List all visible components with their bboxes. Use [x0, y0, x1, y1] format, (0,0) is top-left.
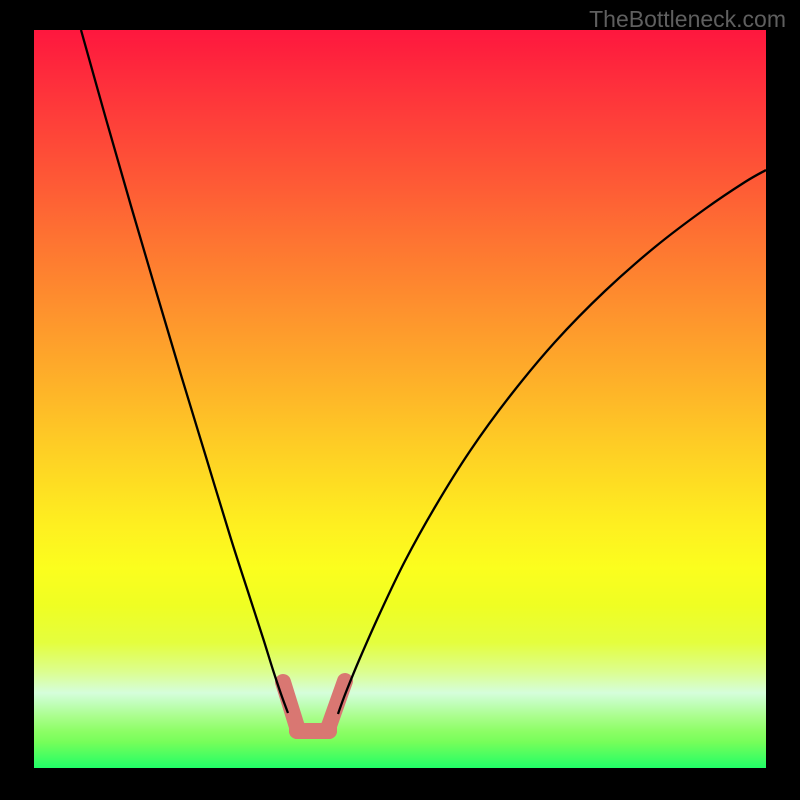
- gradient-background: [34, 30, 766, 768]
- chart-svg: [0, 0, 800, 800]
